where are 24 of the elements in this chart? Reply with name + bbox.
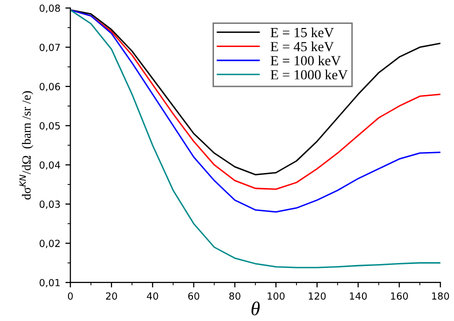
y-tick-label: 0,04 [40, 161, 60, 170]
legend-label: E = 1000 keV [270, 70, 348, 80]
y-tick-label: 0,02 [40, 240, 60, 248]
y-tick-label: 0,01 [40, 278, 60, 288]
y-tick-label: 0,05 [40, 122, 60, 130]
x-tick-label: 160 [391, 292, 408, 300]
x-tick-label: 40 [146, 292, 158, 300]
x-tick-label: 20 [106, 292, 118, 300]
x-tick-label: 100 [268, 292, 285, 300]
legend-label: E = 100 keV [270, 56, 341, 66]
y-axis-title: dσ$^{KN}$/dΩ (barn /sr /e) [19, 91, 34, 200]
y-tick-label: 0,03 [40, 200, 60, 209]
x-tick-label: 80 [229, 292, 240, 300]
x-tick-label: 140 [350, 292, 367, 300]
x-axis-title: θ [252, 302, 260, 316]
y-tick-label: 0,08 [40, 4, 60, 13]
x-tick-label: 120 [308, 292, 326, 300]
x-tick-label: 180 [432, 292, 450, 300]
y-tick-label: 0,07 [40, 44, 60, 52]
x-tick-label: 60 [188, 292, 200, 300]
y-tick-label: 0,06 [40, 82, 60, 92]
legend-label: E = 15 keV [270, 27, 334, 38]
legend-label: E = 45 keV [270, 42, 334, 52]
x-tick-label: 0 [68, 292, 73, 300]
